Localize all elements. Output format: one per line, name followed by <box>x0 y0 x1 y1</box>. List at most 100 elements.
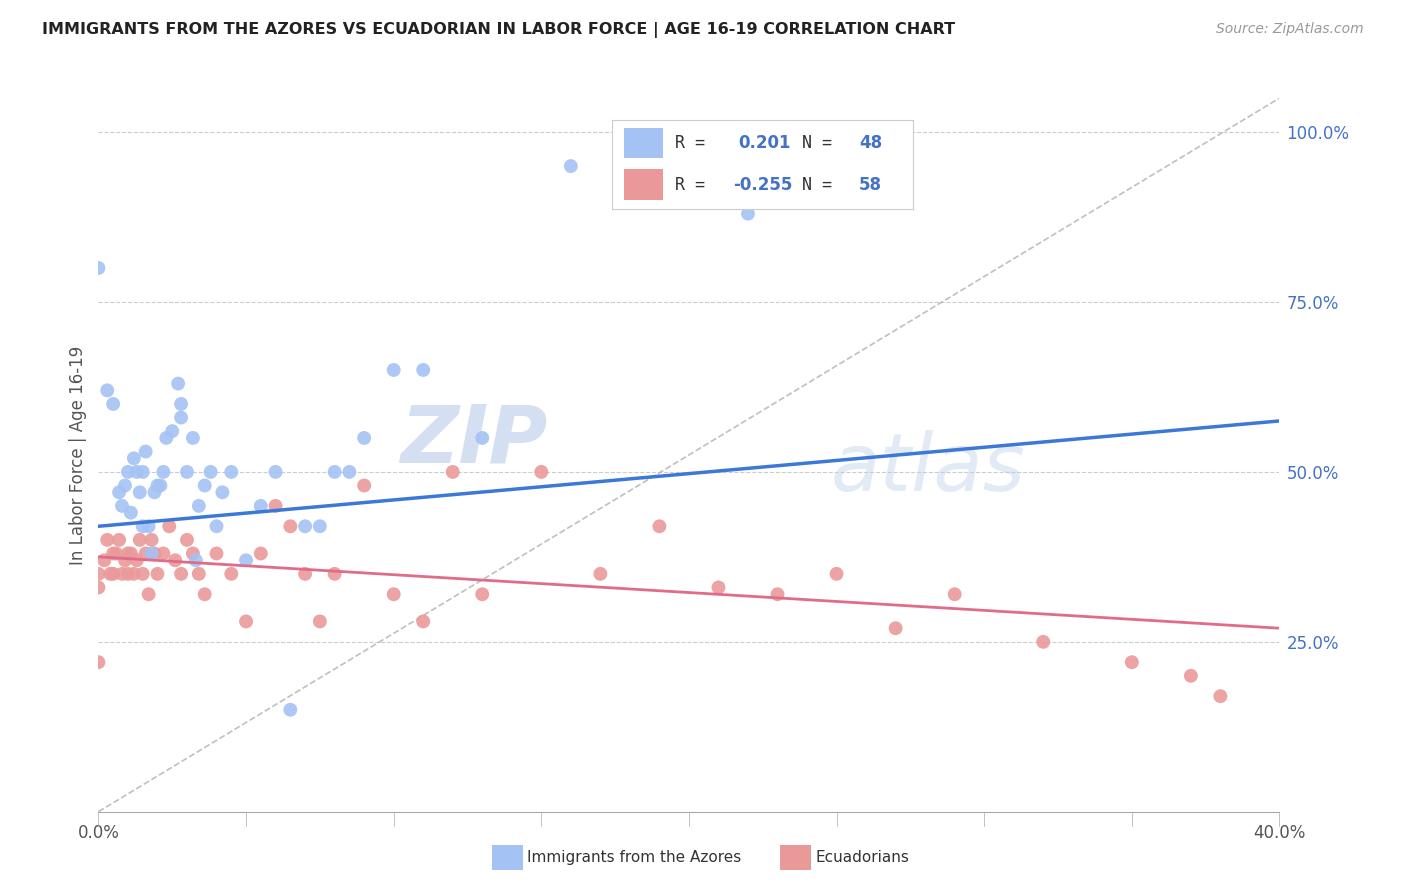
Point <box>117 465 139 479</box>
Point <box>120 506 142 520</box>
Point <box>187 566 209 581</box>
Point <box>294 566 316 581</box>
Point <box>323 566 346 581</box>
Text: atlas: atlas <box>831 430 1025 508</box>
Point <box>353 431 375 445</box>
Point <box>122 451 145 466</box>
Point <box>117 566 139 581</box>
Point <box>943 587 966 601</box>
Point <box>87 655 110 669</box>
Point <box>1209 689 1232 703</box>
Point <box>200 465 222 479</box>
Point <box>339 465 360 479</box>
Point <box>589 566 612 581</box>
Point <box>125 553 148 567</box>
Point <box>138 587 160 601</box>
Text: IMMIGRANTS FROM THE AZORES VS ECUADORIAN IN LABOR FORCE | AGE 16-19 CORRELATION : IMMIGRANTS FROM THE AZORES VS ECUADORIAN… <box>42 22 955 38</box>
Point <box>412 615 434 629</box>
Point <box>117 546 139 560</box>
Point <box>111 566 134 581</box>
Point <box>96 533 118 547</box>
Point <box>235 553 257 567</box>
Point <box>135 444 157 458</box>
Point <box>264 465 287 479</box>
Point <box>323 465 346 479</box>
Point <box>132 465 155 479</box>
Point <box>278 519 302 533</box>
Point <box>98 566 121 581</box>
Point <box>146 478 169 492</box>
Point <box>149 478 172 492</box>
Point <box>122 566 145 581</box>
Point <box>155 431 177 445</box>
Point <box>170 397 193 411</box>
Point <box>87 260 110 275</box>
Point <box>187 499 209 513</box>
Point <box>235 615 257 629</box>
Text: Immigrants from the Azores: Immigrants from the Azores <box>527 850 741 864</box>
Point <box>93 553 115 567</box>
Point <box>353 478 375 492</box>
Point <box>132 519 155 533</box>
Point <box>141 533 163 547</box>
Point <box>96 384 118 398</box>
Point <box>135 546 157 560</box>
Point <box>138 519 160 533</box>
Point <box>441 465 464 479</box>
Point <box>108 485 131 500</box>
Point <box>128 533 150 547</box>
Point <box>737 207 759 221</box>
Point <box>194 587 217 601</box>
Point <box>176 465 198 479</box>
Point <box>1032 635 1054 649</box>
Point <box>560 159 582 173</box>
Point <box>471 431 494 445</box>
Text: ZIP: ZIP <box>399 401 547 480</box>
Point <box>825 566 848 581</box>
Point <box>382 363 405 377</box>
Point <box>120 546 142 560</box>
Point <box>167 376 190 391</box>
Point <box>132 566 155 581</box>
Point <box>309 615 332 629</box>
Point <box>162 424 183 438</box>
Point <box>114 478 136 492</box>
Point <box>103 397 125 411</box>
Point <box>250 546 273 560</box>
Text: Ecuadorians: Ecuadorians <box>815 850 910 864</box>
Point <box>382 587 405 601</box>
Point <box>194 478 217 492</box>
Point <box>157 519 180 533</box>
Point <box>250 499 273 513</box>
Point <box>184 553 207 567</box>
Point <box>128 485 150 500</box>
Point <box>707 581 730 595</box>
Point <box>152 465 174 479</box>
Point <box>87 581 110 595</box>
Point <box>143 485 166 500</box>
Point <box>219 566 242 581</box>
Point <box>205 519 228 533</box>
Point <box>103 566 125 581</box>
Point <box>170 566 193 581</box>
Point <box>170 410 193 425</box>
Point <box>87 566 110 581</box>
Point <box>211 485 233 500</box>
Point <box>766 587 789 601</box>
Point <box>205 546 228 560</box>
Point <box>294 519 316 533</box>
Text: Source: ZipAtlas.com: Source: ZipAtlas.com <box>1216 22 1364 37</box>
Point <box>219 465 242 479</box>
Point <box>176 533 198 547</box>
Point <box>141 546 163 560</box>
Point <box>181 546 204 560</box>
Point <box>114 553 136 567</box>
Point <box>1121 655 1143 669</box>
Point <box>146 566 169 581</box>
Point <box>530 465 553 479</box>
Point <box>1180 669 1202 683</box>
Point <box>152 546 174 560</box>
Point <box>309 519 332 533</box>
Y-axis label: In Labor Force | Age 16-19: In Labor Force | Age 16-19 <box>69 345 87 565</box>
Point <box>105 546 128 560</box>
